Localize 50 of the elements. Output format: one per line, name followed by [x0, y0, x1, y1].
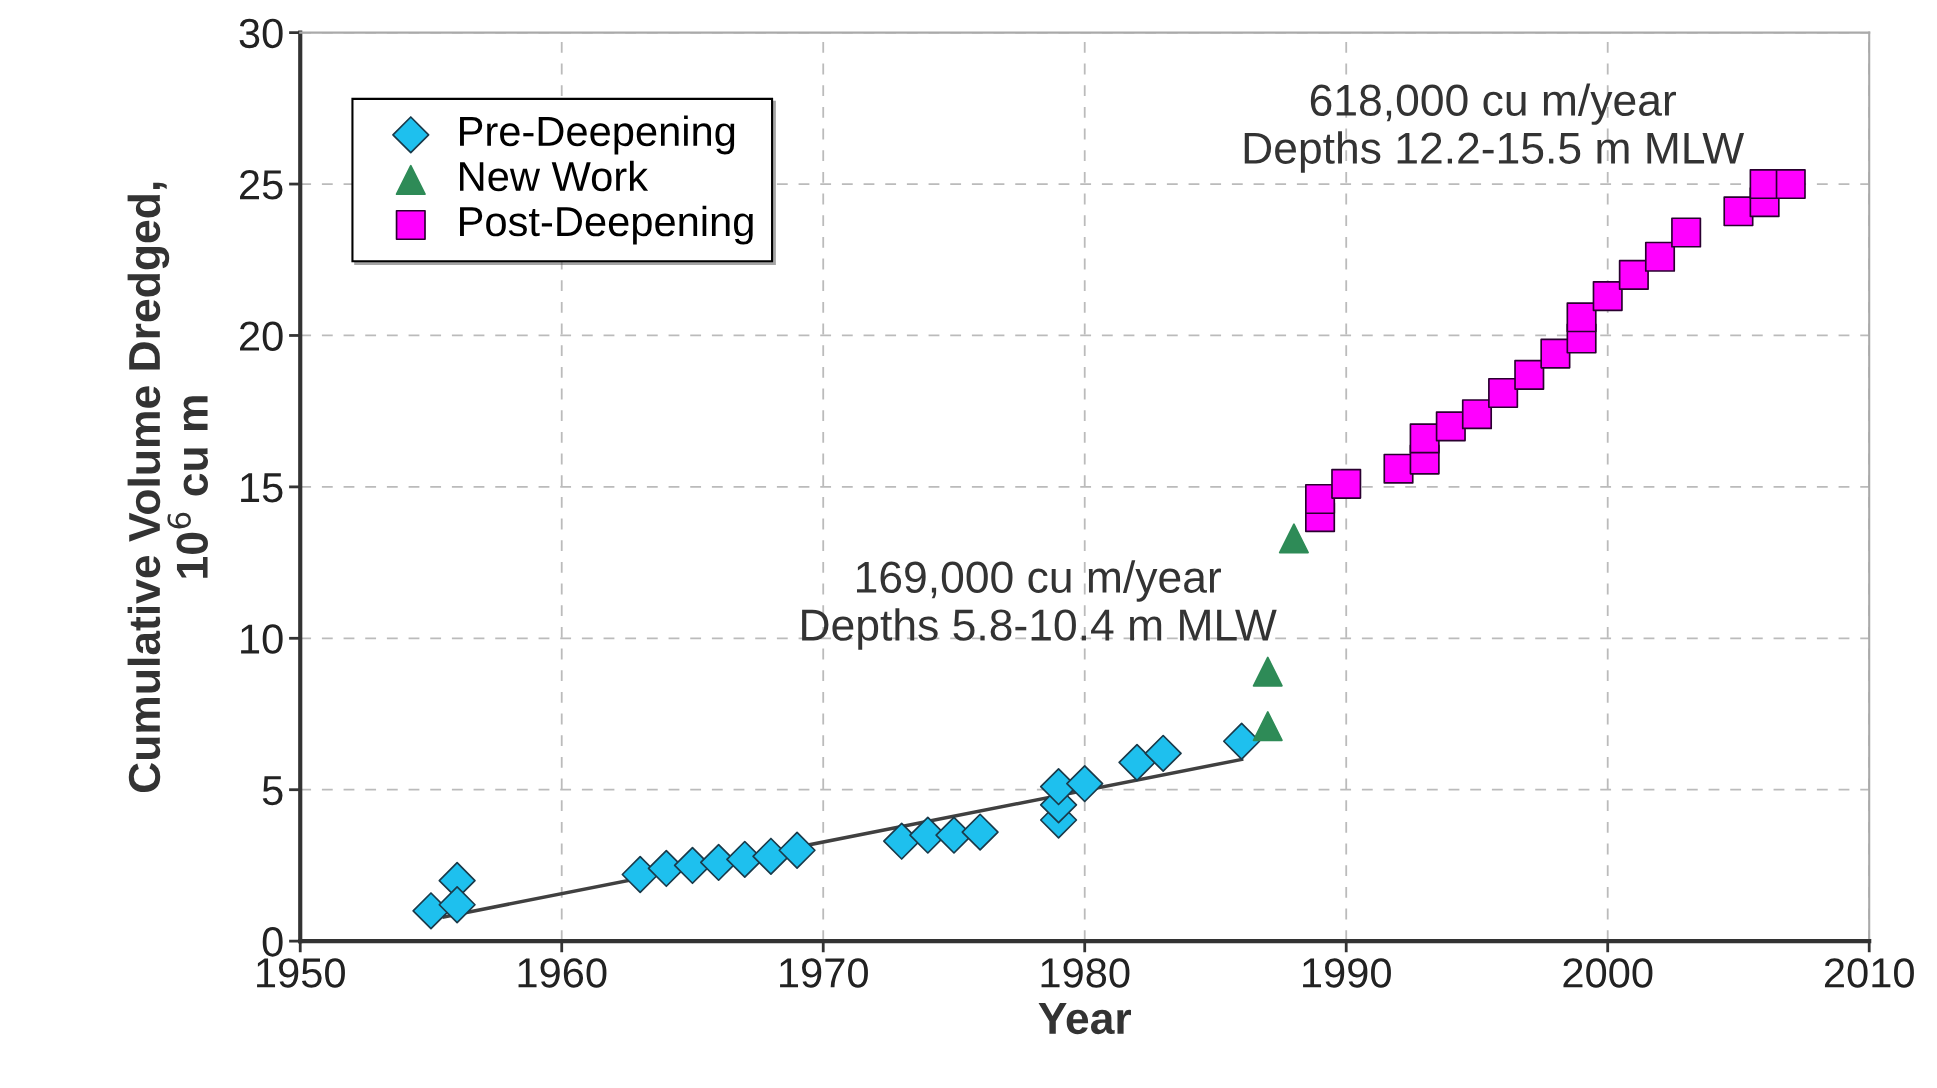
x-tick-label: 1990: [1303, 958, 1391, 988]
y-tick-label: 10: [241, 624, 283, 654]
x-tick-label: 2010: [1824, 958, 1914, 988]
y-tick-label: 20: [240, 321, 283, 351]
point: [1540, 338, 1571, 369]
point: [438, 886, 476, 924]
point: [1383, 453, 1414, 484]
point: [1278, 523, 1309, 554]
legend-label: New Work: [460, 160, 649, 192]
point: [1118, 743, 1156, 782]
x-tick-label: 1950: [257, 958, 345, 988]
point: [1514, 359, 1545, 390]
point: [621, 855, 659, 894]
point: [1066, 764, 1104, 803]
legend-label: Pre-Deepening: [460, 115, 735, 155]
annotation: 618,000 cu m/year Depths 12.2-15.5 m MLW: [1244, 83, 1745, 173]
point: [412, 892, 450, 930]
y-axis-title: Cumulative Volume Dredged, 10$^{6}$ cu m: [127, 182, 208, 793]
point: [1222, 722, 1261, 760]
point: [1566, 302, 1597, 333]
point: [1671, 217, 1702, 248]
point: [1775, 168, 1806, 200]
point: [1618, 259, 1649, 290]
point: [1409, 423, 1440, 454]
point: [752, 837, 790, 876]
point: [1592, 281, 1623, 312]
point: [1488, 377, 1519, 409]
y-tick-label: 15: [241, 473, 283, 503]
x-tick-label: 1980: [1041, 958, 1130, 988]
y-tick-label: 25: [240, 170, 283, 200]
y-tick-label: 5: [262, 776, 283, 806]
y-tick-label: 0: [262, 927, 283, 957]
point: [1304, 483, 1336, 515]
x-axis-title: Year: [1038, 1003, 1132, 1035]
point: [1723, 196, 1754, 227]
point: [1252, 711, 1283, 742]
point: [1435, 411, 1466, 442]
annotation: 169,000 cu m/year Depths 5.8-10.4 m MLW: [802, 560, 1277, 650]
point: [1331, 468, 1362, 499]
point: [961, 813, 999, 851]
x-tick-label: 1970: [780, 958, 868, 988]
x-tick-label: 2000: [1563, 958, 1653, 988]
legend-label: Post-Deepening: [460, 205, 753, 245]
point: [1144, 734, 1182, 773]
point: [1644, 241, 1676, 272]
y-tick-label: 30: [239, 18, 283, 49]
point: [1252, 656, 1283, 687]
point: [778, 831, 816, 869]
x-tick-label: 1960: [518, 958, 607, 988]
point: [1461, 399, 1493, 430]
